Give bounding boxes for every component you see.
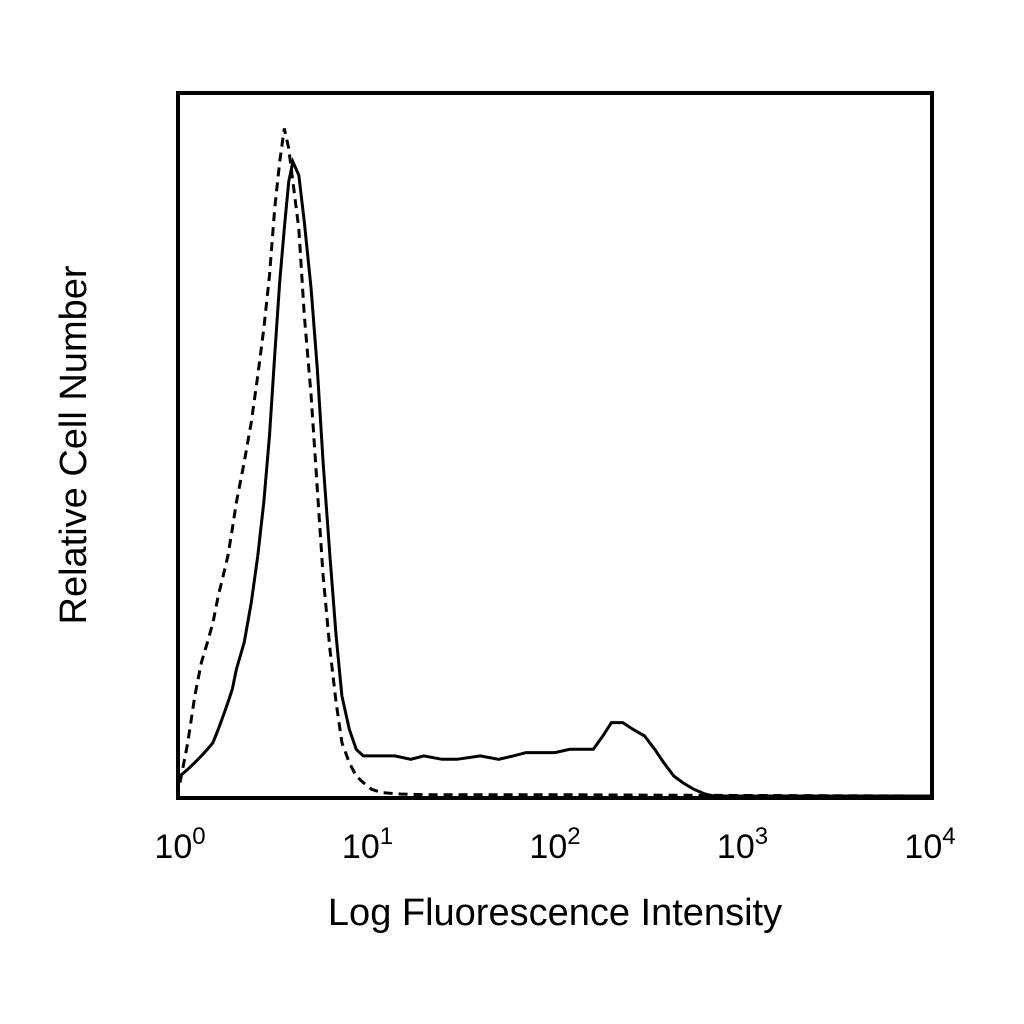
x-tick-label: 102	[529, 823, 580, 866]
x-tick-label: 100	[154, 823, 205, 866]
y-axis-label: Relative Cell Number	[53, 265, 95, 624]
x-axis-label: Log Fluorescence Intensity	[328, 892, 782, 934]
x-tick-label: 103	[717, 823, 768, 866]
x-tick-label: 104	[904, 823, 955, 866]
dashed-histogram-line	[178, 128, 931, 798]
x-tick-labels: 100 101 102 103 104	[154, 823, 955, 866]
solid-histogram-line	[179, 156, 930, 798]
series-layer	[178, 128, 931, 798]
plot-frame	[176, 91, 934, 800]
x-tick-label: 101	[342, 823, 393, 866]
